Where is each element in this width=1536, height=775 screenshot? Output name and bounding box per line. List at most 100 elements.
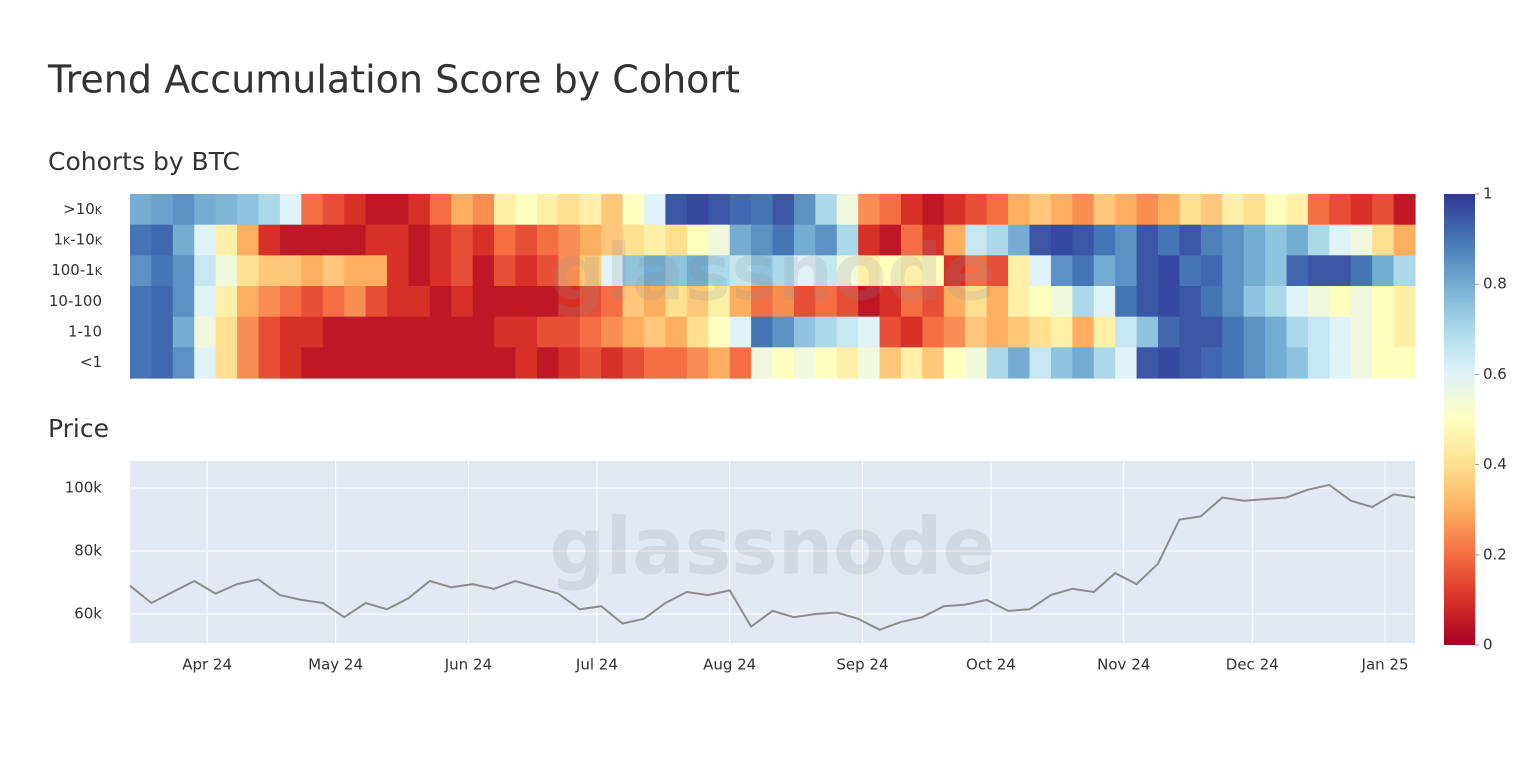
heat-cell	[1115, 316, 1138, 348]
heat-cell	[1136, 286, 1159, 318]
heat-cell	[901, 347, 924, 379]
heat-cell	[1200, 347, 1223, 379]
heat-cell	[215, 316, 238, 348]
heat-cell	[279, 316, 302, 348]
heat-cell	[301, 286, 324, 318]
heat-cell	[472, 255, 495, 287]
heat-cell	[858, 224, 881, 256]
heat-cell	[1393, 255, 1416, 287]
heat-cell	[922, 347, 945, 379]
heat-cell	[151, 255, 174, 287]
x-tick-label: Oct 24	[966, 656, 1016, 674]
heat-cell	[772, 255, 795, 287]
heat-cell	[1029, 255, 1052, 287]
heat-cell	[1200, 224, 1223, 256]
colorbar-tick-label: 1	[1483, 185, 1493, 203]
heat-cell	[1307, 286, 1330, 318]
heat-cell	[729, 255, 752, 287]
heat-cell	[344, 194, 367, 226]
heat-cell	[1243, 286, 1266, 318]
heat-cell	[922, 224, 945, 256]
heat-cell	[472, 347, 495, 379]
heat-cell	[858, 347, 881, 379]
heat-cell	[215, 286, 238, 318]
heat-cell	[579, 194, 602, 226]
heat-cell	[1158, 286, 1181, 318]
heat-cell	[986, 194, 1009, 226]
heat-cell	[322, 286, 345, 318]
heat-cell	[1393, 286, 1416, 318]
heat-cell	[1243, 347, 1266, 379]
heat-cell	[558, 347, 581, 379]
heat-cell	[1136, 194, 1159, 226]
heat-cell	[686, 255, 709, 287]
heat-cell	[601, 286, 624, 318]
heat-cell	[1243, 316, 1266, 348]
price-line	[129, 483, 1416, 631]
heat-cell	[858, 316, 881, 348]
colorbar-tick-label: 0.4	[1483, 455, 1507, 473]
heat-cell	[172, 316, 195, 348]
heat-cell	[408, 255, 431, 287]
x-tick-label: Apr 24	[182, 656, 232, 674]
heat-cell	[301, 224, 324, 256]
heat-cell	[536, 286, 559, 318]
heat-cell	[1008, 286, 1031, 318]
heat-cell	[237, 316, 260, 348]
heat-cell	[215, 255, 238, 287]
heat-cell	[901, 224, 924, 256]
heat-cell	[365, 286, 388, 318]
heat-cell	[751, 255, 774, 287]
heat-cell	[986, 316, 1009, 348]
heat-cell	[879, 347, 902, 379]
heat-cell	[943, 224, 966, 256]
heat-cell	[536, 316, 559, 348]
heat-cell	[494, 255, 517, 287]
heat-cell	[1372, 286, 1395, 318]
heat-cell	[729, 347, 752, 379]
heat-cell	[986, 255, 1009, 287]
heat-cell	[494, 194, 517, 226]
heat-cell	[365, 316, 388, 348]
heat-cell	[601, 347, 624, 379]
heat-cell	[1222, 316, 1245, 348]
colorbar-tick-label: 0.2	[1483, 545, 1507, 563]
heat-cell	[708, 286, 731, 318]
heat-cell	[387, 194, 410, 226]
heat-cell	[1093, 224, 1116, 256]
heat-cell	[1093, 194, 1116, 226]
heat-cell	[1372, 316, 1395, 348]
heat-cell	[943, 194, 966, 226]
heat-cell	[387, 286, 410, 318]
heat-cell	[1158, 316, 1181, 348]
heat-cell	[1072, 316, 1095, 348]
heat-cell	[836, 286, 859, 318]
heat-cell	[1136, 316, 1159, 348]
heat-cell	[1265, 286, 1288, 318]
heat-cell	[258, 286, 281, 318]
x-tick-label: Jan 25	[1361, 656, 1409, 674]
heat-cell	[922, 255, 945, 287]
heat-cell	[708, 224, 731, 256]
heat-cell	[1307, 194, 1330, 226]
heat-cell	[1115, 224, 1138, 256]
heat-cell	[665, 286, 688, 318]
heat-cell	[322, 347, 345, 379]
heat-cell	[194, 347, 217, 379]
heat-cell	[708, 347, 731, 379]
heat-cell	[1029, 316, 1052, 348]
heat-cell	[772, 286, 795, 318]
colorbar-tick-label: 0	[1483, 636, 1493, 654]
heat-cell	[858, 286, 881, 318]
heat-cell	[451, 316, 474, 348]
heat-cell	[1136, 224, 1159, 256]
heat-cell	[130, 194, 153, 226]
heat-cell	[815, 347, 838, 379]
heat-cell	[172, 224, 195, 256]
heat-cell	[408, 316, 431, 348]
heat-cell	[1286, 255, 1309, 287]
heat-cell	[494, 347, 517, 379]
heat-cell	[1307, 224, 1330, 256]
heat-cell	[901, 194, 924, 226]
heat-cell	[579, 224, 602, 256]
